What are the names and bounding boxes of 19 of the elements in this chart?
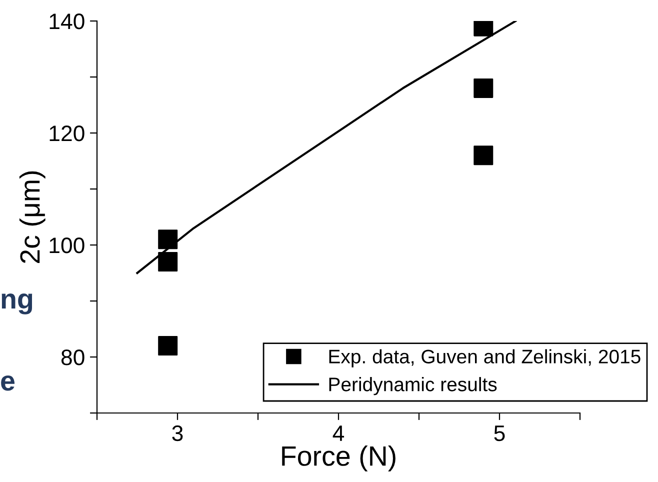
x-tick-label: 3	[172, 425, 183, 442]
y-tick-label: 140	[50, 14, 84, 30]
x-tick-label: 5	[494, 426, 505, 442]
x-tick-label: 4	[332, 426, 344, 441]
y-axis-title: 2c (μm)	[19, 171, 46, 263]
y-tick-label: 100	[50, 238, 84, 254]
y-tick-label: 80	[61, 350, 84, 366]
line-series	[136, 21, 517, 274]
text: ng	[2, 294, 32, 314]
legend-label: Exp. data, Guven and Zelinski, 2015	[329, 349, 640, 368]
point	[474, 78, 494, 98]
point	[158, 230, 178, 250]
point	[158, 336, 178, 356]
legend-label: Peridynamic results	[329, 377, 497, 396]
text: e	[1, 375, 14, 391]
y-tick-label: 120	[50, 126, 84, 142]
x-axis-title: Force (N)	[282, 446, 396, 472]
point	[474, 146, 494, 166]
point	[158, 252, 178, 272]
